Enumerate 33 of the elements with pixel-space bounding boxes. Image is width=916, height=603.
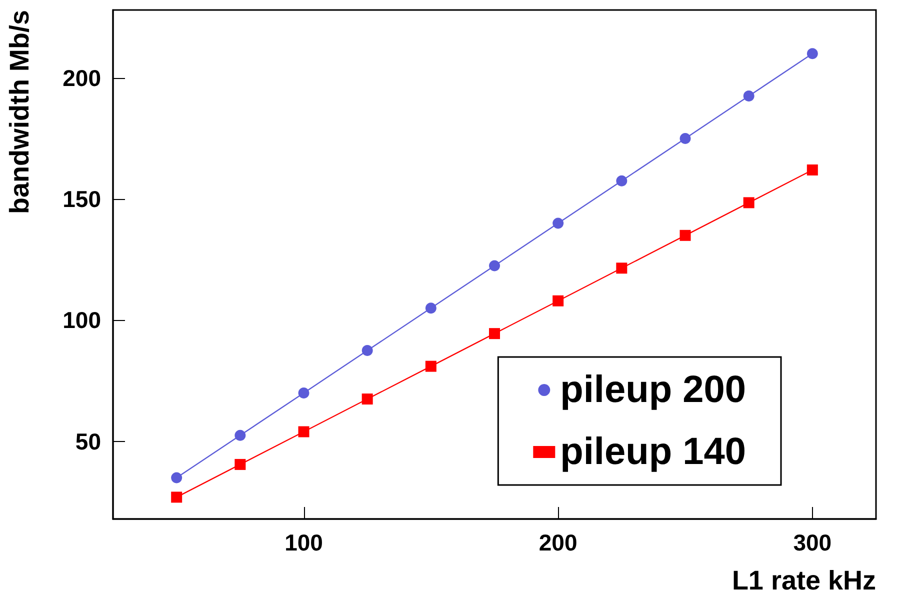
point xyxy=(552,295,564,306)
point xyxy=(743,90,754,102)
point xyxy=(489,260,500,272)
point xyxy=(552,218,564,229)
point xyxy=(680,132,691,144)
point xyxy=(298,426,310,438)
point xyxy=(171,492,182,503)
point xyxy=(171,472,182,484)
point xyxy=(680,230,691,241)
point xyxy=(425,302,436,314)
point xyxy=(743,197,754,208)
point xyxy=(425,360,436,372)
point xyxy=(234,430,246,441)
point xyxy=(298,387,310,398)
point xyxy=(616,175,628,186)
point xyxy=(234,458,246,470)
point xyxy=(616,262,628,274)
point xyxy=(362,394,373,405)
x-tick-label: 300 xyxy=(793,530,832,556)
point xyxy=(806,164,818,176)
point xyxy=(489,328,500,340)
y-tick-label: 200 xyxy=(62,64,101,91)
legend-label: pileup 200 xyxy=(560,369,746,411)
y-tick-label: 100 xyxy=(62,307,101,334)
x-tick-label: 100 xyxy=(284,530,323,556)
point xyxy=(806,48,818,60)
legend-label: pileup 140 xyxy=(560,431,746,473)
x-tick-label: 200 xyxy=(538,530,578,556)
y-tick-label: 50 xyxy=(75,428,101,454)
point xyxy=(362,345,373,356)
y-tick-label: 150 xyxy=(62,186,101,212)
y-axis-title: bandwidth Mb/s xyxy=(4,10,34,214)
x-axis-title: L1 rate kHz xyxy=(732,566,876,596)
